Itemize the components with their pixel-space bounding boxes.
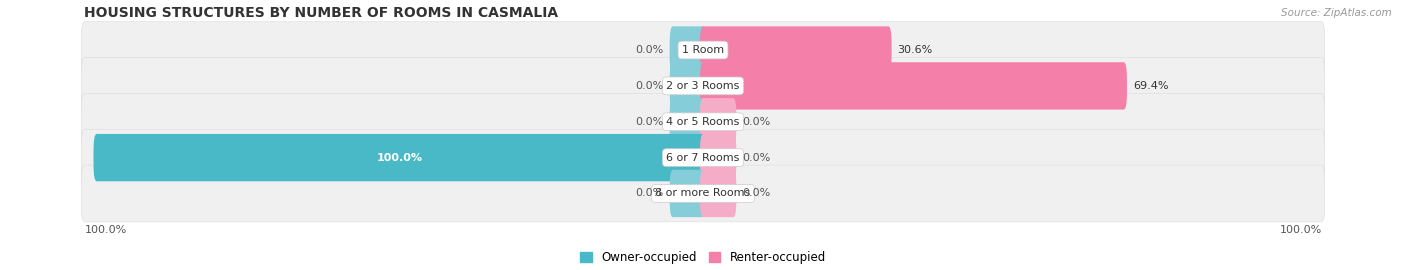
Text: 0.0%: 0.0% <box>636 117 664 127</box>
FancyBboxPatch shape <box>93 134 706 181</box>
FancyBboxPatch shape <box>82 129 1324 186</box>
Text: 69.4%: 69.4% <box>1133 81 1168 91</box>
FancyBboxPatch shape <box>700 26 891 74</box>
FancyBboxPatch shape <box>669 62 706 110</box>
Text: 100.0%: 100.0% <box>84 225 127 235</box>
FancyBboxPatch shape <box>700 62 1128 110</box>
Text: 100.0%: 100.0% <box>377 153 423 163</box>
Text: 100.0%: 100.0% <box>1279 225 1322 235</box>
Text: 2 or 3 Rooms: 2 or 3 Rooms <box>666 81 740 91</box>
FancyBboxPatch shape <box>82 22 1324 78</box>
Text: 6 or 7 Rooms: 6 or 7 Rooms <box>666 153 740 163</box>
FancyBboxPatch shape <box>700 98 737 146</box>
Text: 1 Room: 1 Room <box>682 45 724 55</box>
Legend: Owner-occupied, Renter-occupied: Owner-occupied, Renter-occupied <box>579 251 827 264</box>
Text: 0.0%: 0.0% <box>742 153 770 163</box>
Text: 4 or 5 Rooms: 4 or 5 Rooms <box>666 117 740 127</box>
Text: 30.6%: 30.6% <box>897 45 934 55</box>
FancyBboxPatch shape <box>82 93 1324 150</box>
FancyBboxPatch shape <box>700 170 737 217</box>
Text: 0.0%: 0.0% <box>742 188 770 198</box>
FancyBboxPatch shape <box>700 134 737 181</box>
Text: 0.0%: 0.0% <box>742 117 770 127</box>
FancyBboxPatch shape <box>669 170 706 217</box>
FancyBboxPatch shape <box>669 26 706 74</box>
Text: 0.0%: 0.0% <box>636 188 664 198</box>
FancyBboxPatch shape <box>669 98 706 146</box>
FancyBboxPatch shape <box>82 165 1324 222</box>
Text: 0.0%: 0.0% <box>636 81 664 91</box>
FancyBboxPatch shape <box>82 58 1324 114</box>
Text: Source: ZipAtlas.com: Source: ZipAtlas.com <box>1281 8 1392 18</box>
Text: HOUSING STRUCTURES BY NUMBER OF ROOMS IN CASMALIA: HOUSING STRUCTURES BY NUMBER OF ROOMS IN… <box>84 6 558 19</box>
Text: 0.0%: 0.0% <box>636 45 664 55</box>
Text: 8 or more Rooms: 8 or more Rooms <box>655 188 751 198</box>
